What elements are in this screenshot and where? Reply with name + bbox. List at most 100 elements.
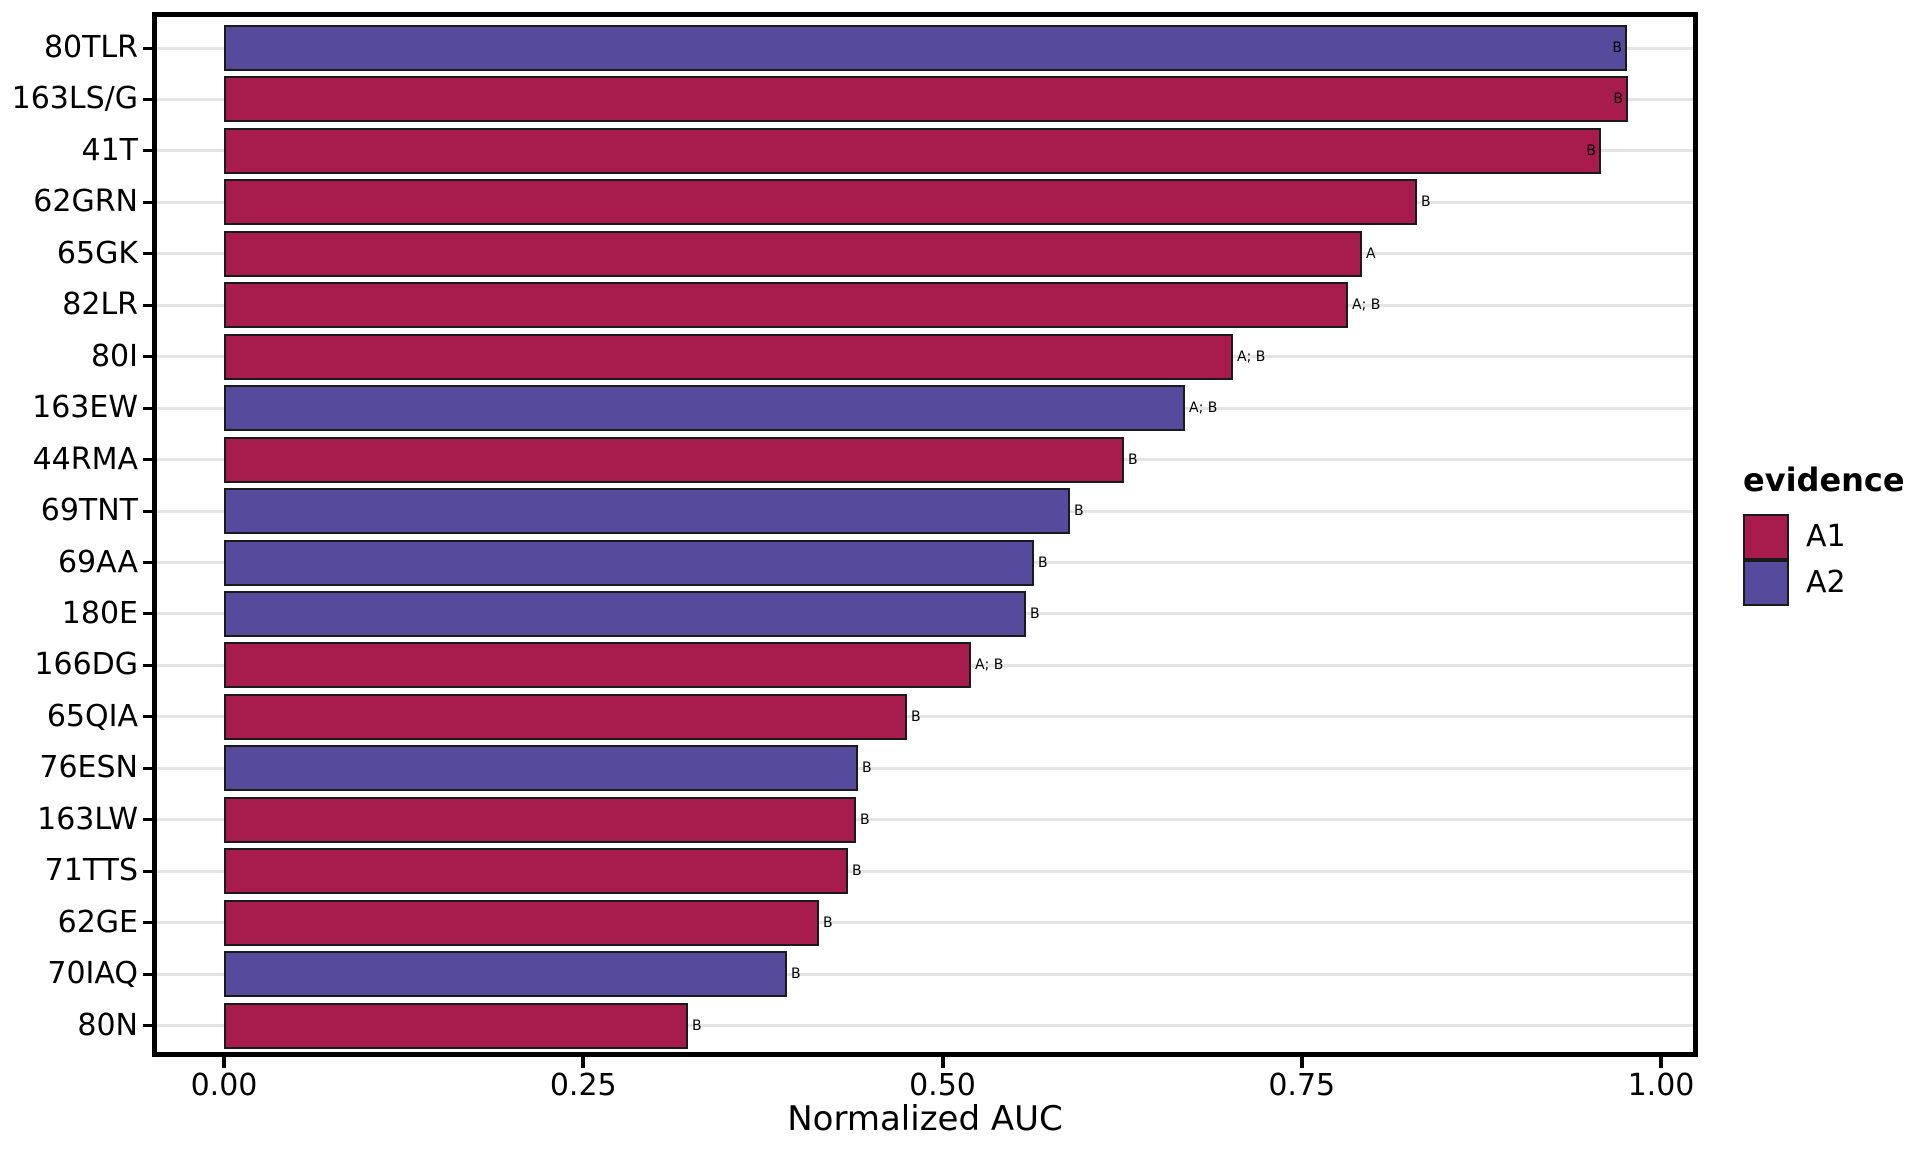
legend-title: evidence [1743,461,1905,499]
bar-value-label: B [860,811,870,828]
bar-value-label: B [1128,451,1138,468]
bar [224,179,1417,226]
y-axis-label: 69TNT [40,493,138,529]
bar-value-label: B [823,914,833,931]
gridline [157,921,1693,925]
x-axis-title: Normalized AUC [787,1099,1063,1139]
y-axis-tick [143,818,152,822]
y-axis-label: 163LW [37,801,138,837]
x-axis-tick-label: 0.75 [1268,1068,1336,1103]
y-axis-label: 65QIA [46,698,138,734]
y-axis-tick [143,46,152,50]
bar [224,642,971,689]
bar-value-label: B [1038,554,1048,571]
y-axis-label: 65GK [56,235,138,271]
legend-swatch-a2 [1743,560,1789,606]
bar-value-label: B [791,966,801,983]
bar-value-label: B [692,1017,702,1034]
y-axis-tick [143,921,152,925]
bar [224,539,1034,586]
y-axis-tick [143,458,152,462]
bar-value-label: A [1366,245,1376,262]
y-axis-tick [143,252,152,256]
y-axis-label: 80TLR [43,30,138,65]
bar [224,333,1233,380]
y-axis-label: 62GRN [33,184,138,220]
bar [224,385,1185,432]
gridline [157,715,1693,719]
y-axis-label: 76ESN [39,750,138,786]
bar-value-label: A; B [1237,348,1266,365]
bar-value-label: B [1421,194,1431,211]
y-axis-label: 82LR [62,287,138,323]
bar-value-label: B [852,863,862,880]
bar [224,951,787,998]
y-axis-label: 163EW [32,390,138,426]
x-axis-tick-label: 0.50 [909,1068,976,1103]
y-axis-label: 163LS/G [11,81,138,117]
bar [224,25,1627,71]
bar-value-label: B [862,760,872,777]
y-axis-tick [143,561,152,564]
y-axis-tick [143,509,152,513]
x-axis-tick [581,1057,586,1068]
bar-value-label: B [1612,40,1622,56]
bar [224,693,907,740]
y-axis-label: 166DG [34,647,138,683]
bar [224,76,1628,123]
gridline [157,1024,1693,1028]
bar [224,436,1124,483]
bar-value-label: B [1074,503,1084,520]
bar [224,1002,688,1049]
y-axis-label: 80I [90,338,138,374]
legend-item: A2 [1743,560,1905,606]
y-axis-tick [143,1024,152,1028]
legend: evidence A1 A2 [1743,462,1905,606]
bar-value-label: A; B [1189,400,1218,417]
plot-panel: B B B B A A; B A; B A; B B B B B A; B B B B B B B B [152,12,1698,1057]
y-axis-tick [143,200,152,204]
legend-label: A2 [1806,565,1846,600]
bar-value-label: A; B [975,657,1004,674]
x-axis-tick [1299,1057,1304,1068]
bar-value-label: A; B [1352,297,1381,314]
y-axis-tick [143,97,152,101]
y-axis-tick [143,972,152,976]
bar-value-label: B [1586,142,1596,159]
bar [224,745,858,792]
y-axis-label: 44RMA [32,441,138,477]
y-axis-tick [143,303,152,307]
y-axis-tick [143,406,152,410]
x-axis-tick [1659,1057,1663,1068]
y-axis-tick [143,612,152,616]
legend-entries: A1 A2 [1743,514,1905,606]
y-axis-tick [143,766,152,770]
y-axis-label: 41T [81,132,139,168]
bar [224,230,1362,277]
bar [224,590,1026,637]
bar [224,899,819,946]
legend-swatch-a1 [1743,514,1789,560]
legend-label: A1 [1806,519,1846,554]
y-axis-label: 69AA [57,544,138,580]
y-axis-tick [143,715,152,719]
y-axis-label: 71TTS [44,853,138,889]
y-axis-tick [143,869,152,873]
bar-value-label: B [1030,605,1040,622]
x-axis-tick [222,1057,226,1068]
y-axis-tick [143,355,152,359]
bar [224,127,1601,174]
gridline [157,869,1693,873]
x-axis-tick-label: 0.25 [549,1068,617,1103]
bar [224,282,1348,329]
bar-value-label: B [1613,91,1623,108]
gridline [157,972,1693,976]
x-axis-tick [940,1057,945,1068]
y-axis-label: 180E [61,595,138,631]
x-axis-tick-label: 1.00 [1627,1068,1695,1103]
y-axis-label: 62GE [57,904,138,940]
gridline [157,766,1693,770]
gridline [157,818,1693,822]
legend-item: A1 [1743,514,1905,560]
